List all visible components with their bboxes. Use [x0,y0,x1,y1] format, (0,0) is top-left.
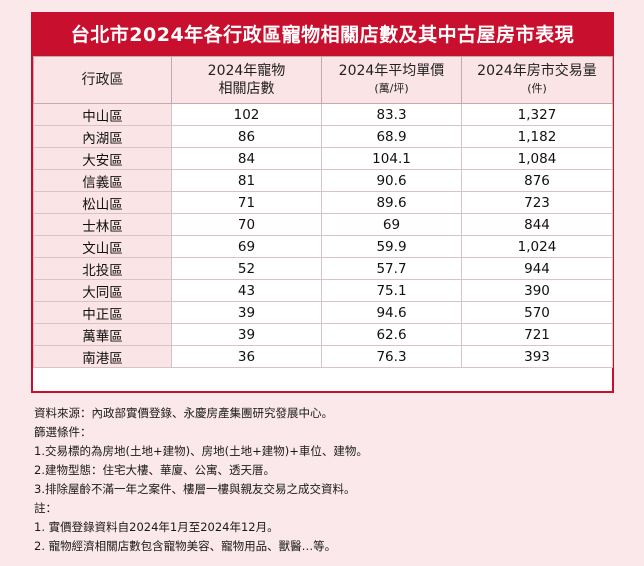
header-stores-sub: 相關店數 [218,81,275,97]
district-cell: 文山區 [33,235,172,258]
district-cell: 南港區 [33,345,172,368]
page-title: 台北市2024年各行政區寵物相關店數及其中古屋房市表現 [33,14,612,56]
note-line: 1.交易標的為房地(土地+建物)、房地(土地+建物)+車位、建物。 [34,444,368,458]
notes-section: 資料來源：內政部實價登錄、永慶房產集團研究發展中心。 篩選條件： 1.交易標的為房地… [34,404,614,556]
price-cell: 68.9 [321,125,462,148]
district-cell: 內湖區 [33,125,172,148]
stores-cell: 36 [171,345,322,368]
stores-cell: 81 [171,169,322,192]
stores-cell: 102 [171,103,322,126]
note-line: 3.排除屋齡不滿一年之案件、樓層一樓與親友交易之成交資料。 [34,482,356,496]
header-price: 2024年平均單價 (萬/坪) [321,56,462,104]
table-header-row: 行政區 2024年寵物 相關店數 2024年平均單價 (萬/坪) 2024年房市… [33,56,613,104]
district-cell: 萬華區 [33,323,172,346]
district-cell: 北投區 [33,257,172,280]
header-volume: 2024年房市交易量 (件) [461,56,613,104]
note-line: 2.建物型態：住宅大樓、華廈、公寓、透天厝。 [34,463,275,477]
district-cell: 中正區 [33,301,172,324]
stores-cell: 39 [171,323,322,346]
stores-cell: 71 [171,191,322,214]
table-row: 萬華區 39 62.6 721 [33,323,613,346]
volume-cell: 1,327 [461,103,613,126]
volume-cell: 844 [461,213,613,236]
table-panel: 台北市2024年各行政區寵物相關店數及其中古屋房市表現 行政區 2024年寵物 … [31,12,614,393]
price-cell: 104.1 [321,147,462,170]
volume-cell: 570 [461,301,613,324]
table-row: 中山區 102 83.3 1,327 [33,103,613,126]
district-cell: 信義區 [33,169,172,192]
price-cell: 89.6 [321,191,462,214]
district-cell: 大安區 [33,147,172,170]
header-stores-label: 2024年寵物 [207,63,286,79]
note-line: 篩選條件： [34,425,92,439]
volume-cell: 1,182 [461,125,613,148]
price-cell: 94.6 [321,301,462,324]
table-row: 北投區 52 57.7 944 [33,257,613,280]
price-cell: 90.6 [321,169,462,192]
volume-cell: 390 [461,279,613,302]
table-row: 大同區 43 75.1 390 [33,279,613,302]
note-line: 1. 實價登錄資料自2024年1月至2024年12月。 [34,520,279,534]
stores-cell: 39 [171,301,322,324]
data-table: 行政區 2024年寵物 相關店數 2024年平均單價 (萬/坪) 2024年房市… [33,56,613,368]
header-price-unit: (萬/坪) [374,82,409,95]
district-cell: 松山區 [33,191,172,214]
table-row: 松山區 71 89.6 723 [33,191,613,214]
price-cell: 75.1 [321,279,462,302]
price-cell: 69 [321,213,462,236]
table-row: 南港區 36 76.3 393 [33,345,613,368]
table-row: 信義區 81 90.6 876 [33,169,613,192]
price-cell: 83.3 [321,103,462,126]
stores-cell: 86 [171,125,322,148]
volume-cell: 393 [461,345,613,368]
table-row: 士林區 70 69 844 [33,213,613,236]
price-cell: 76.3 [321,345,462,368]
price-cell: 57.7 [321,257,462,280]
volume-cell: 721 [461,323,613,346]
volume-cell: 723 [461,191,613,214]
note-line: 2. 寵物經濟相關店數包含寵物美容、寵物用品、獸醫…等。 [34,539,337,553]
note-line: 註： [34,501,57,515]
header-district: 行政區 [33,56,172,104]
header-district-label: 行政區 [81,72,124,88]
stores-cell: 84 [171,147,322,170]
district-cell: 士林區 [33,213,172,236]
stores-cell: 52 [171,257,322,280]
volume-cell: 1,084 [461,147,613,170]
volume-cell: 944 [461,257,613,280]
header-volume-unit: (件) [527,82,547,95]
table-row: 中正區 39 94.6 570 [33,301,613,324]
header-price-label: 2024年平均單價 [338,63,445,79]
header-stores: 2024年寵物 相關店數 [171,56,322,104]
note-line: 資料來源：內政部實價登錄、永慶房產集團研究發展中心。 [34,406,333,420]
table-row: 大安區 84 104.1 1,084 [33,147,613,170]
district-cell: 中山區 [33,103,172,126]
table-row: 內湖區 86 68.9 1,182 [33,125,613,148]
stores-cell: 69 [171,235,322,258]
price-cell: 62.6 [321,323,462,346]
volume-cell: 1,024 [461,235,613,258]
price-cell: 59.9 [321,235,462,258]
stores-cell: 43 [171,279,322,302]
district-cell: 大同區 [33,279,172,302]
header-volume-label: 2024年房市交易量 [477,63,597,79]
stores-cell: 70 [171,213,322,236]
table-row: 文山區 69 59.9 1,024 [33,235,613,258]
volume-cell: 876 [461,169,613,192]
